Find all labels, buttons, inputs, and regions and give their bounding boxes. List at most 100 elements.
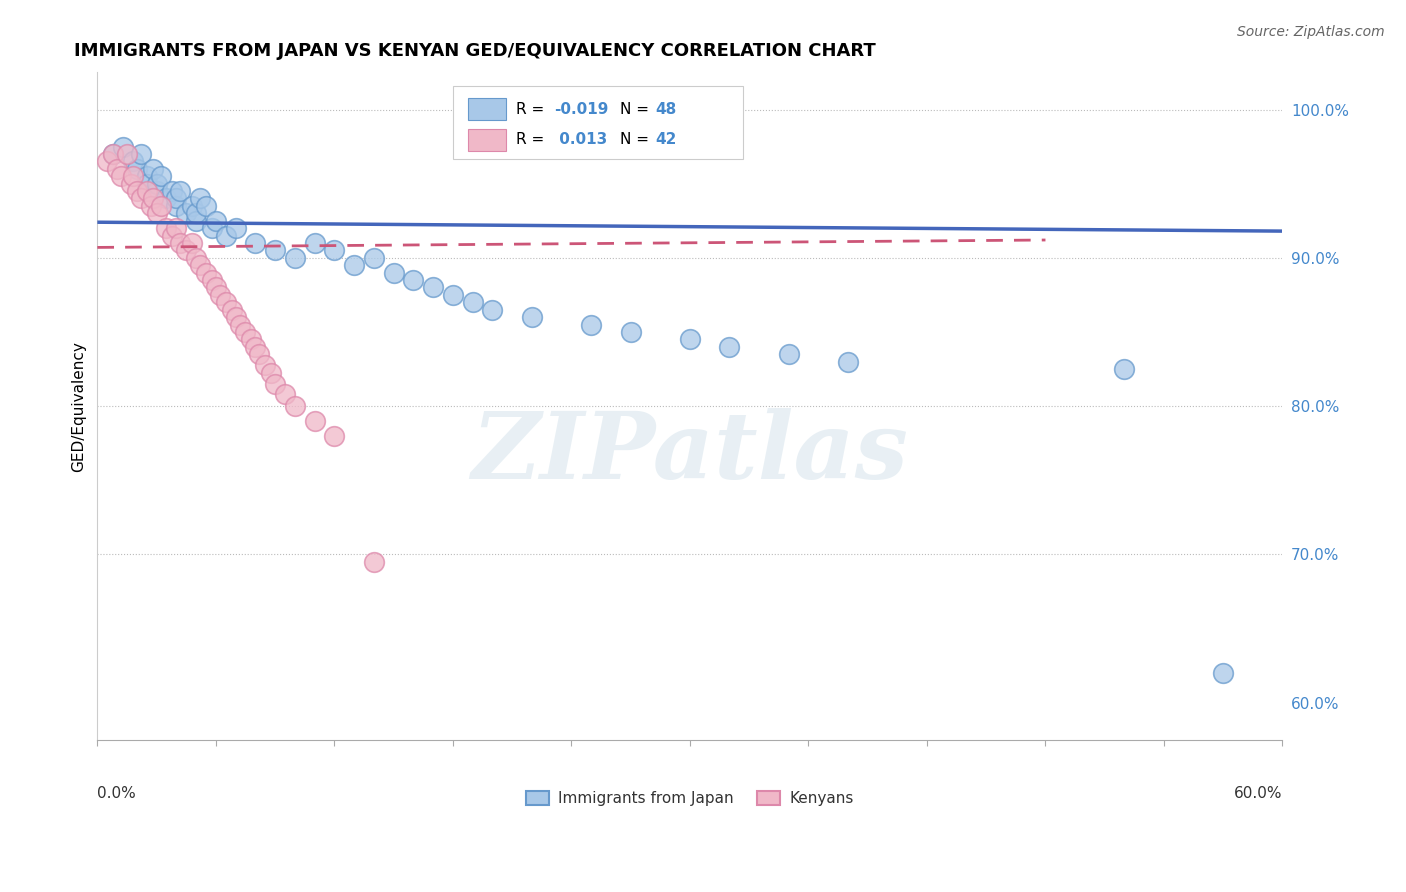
Point	[129, 147, 152, 161]
Point	[125, 161, 148, 176]
Point	[181, 199, 204, 213]
Point	[679, 332, 702, 346]
Point	[188, 192, 211, 206]
Point	[122, 169, 145, 184]
Point	[184, 206, 207, 220]
Point	[101, 147, 124, 161]
Point	[264, 244, 287, 258]
Point	[135, 184, 157, 198]
Point	[837, 354, 859, 368]
Point	[149, 199, 172, 213]
FancyBboxPatch shape	[468, 129, 506, 151]
Point	[162, 184, 184, 198]
Point	[225, 221, 247, 235]
Point	[215, 228, 238, 243]
Point	[101, 147, 124, 161]
Point	[382, 266, 405, 280]
Point	[169, 235, 191, 250]
Text: R =: R =	[516, 102, 548, 117]
Point	[174, 206, 197, 220]
Point	[363, 555, 385, 569]
Point	[174, 244, 197, 258]
Point	[165, 199, 187, 213]
Point	[125, 184, 148, 198]
Point	[284, 399, 307, 413]
Point	[165, 221, 187, 235]
Legend: Immigrants from Japan, Kenyans: Immigrants from Japan, Kenyans	[520, 785, 859, 813]
Point	[135, 177, 157, 191]
Point	[145, 184, 167, 198]
Point	[188, 258, 211, 272]
Point	[363, 251, 385, 265]
Point	[215, 295, 238, 310]
Point	[120, 177, 142, 191]
Point	[155, 192, 177, 206]
Point	[235, 325, 257, 339]
Point	[260, 367, 283, 381]
Point	[208, 288, 231, 302]
Text: N =: N =	[620, 102, 654, 117]
Point	[110, 169, 132, 184]
Point	[461, 295, 484, 310]
Point	[422, 280, 444, 294]
Point	[162, 228, 184, 243]
Text: 42: 42	[655, 132, 676, 147]
Point	[142, 192, 165, 206]
Point	[145, 177, 167, 191]
Point	[343, 258, 366, 272]
Point	[105, 161, 128, 176]
Point	[718, 340, 741, 354]
Point	[195, 266, 218, 280]
Point	[402, 273, 425, 287]
Point	[284, 251, 307, 265]
Point	[201, 221, 224, 235]
Point	[1114, 362, 1136, 376]
Point	[149, 169, 172, 184]
Point	[135, 169, 157, 184]
Point	[112, 139, 135, 153]
Point	[139, 199, 162, 213]
Text: IMMIGRANTS FROM JAPAN VS KENYAN GED/EQUIVALENCY CORRELATION CHART: IMMIGRANTS FROM JAPAN VS KENYAN GED/EQUI…	[73, 42, 876, 60]
Point	[245, 235, 267, 250]
Point	[195, 199, 218, 213]
Text: 48: 48	[655, 102, 676, 117]
Point	[254, 358, 277, 372]
Point	[145, 206, 167, 220]
Point	[1212, 666, 1234, 681]
Text: R =: R =	[516, 132, 548, 147]
Point	[304, 414, 326, 428]
Point	[96, 154, 118, 169]
Point	[115, 147, 138, 161]
Point	[205, 213, 228, 227]
Text: -0.019: -0.019	[554, 102, 607, 117]
Point	[323, 244, 346, 258]
Text: Source: ZipAtlas.com: Source: ZipAtlas.com	[1237, 25, 1385, 39]
Point	[184, 251, 207, 265]
Point	[201, 273, 224, 287]
Point	[240, 332, 263, 346]
Point	[247, 347, 270, 361]
Point	[225, 310, 247, 325]
Point	[274, 387, 297, 401]
Point	[304, 235, 326, 250]
FancyBboxPatch shape	[453, 86, 744, 159]
Text: 0.013: 0.013	[554, 132, 607, 147]
Point	[620, 325, 643, 339]
Point	[481, 302, 503, 317]
Point	[129, 192, 152, 206]
Point	[165, 192, 187, 206]
Text: 0.0%: 0.0%	[97, 787, 136, 802]
Point	[264, 376, 287, 391]
Text: 60.0%: 60.0%	[1234, 787, 1282, 802]
Point	[169, 184, 191, 198]
Point	[155, 221, 177, 235]
FancyBboxPatch shape	[468, 98, 506, 120]
Point	[778, 347, 800, 361]
Point	[520, 310, 543, 325]
Point	[245, 340, 267, 354]
Point	[122, 154, 145, 169]
Point	[181, 235, 204, 250]
Text: N =: N =	[620, 132, 654, 147]
Point	[184, 213, 207, 227]
Point	[579, 318, 602, 332]
